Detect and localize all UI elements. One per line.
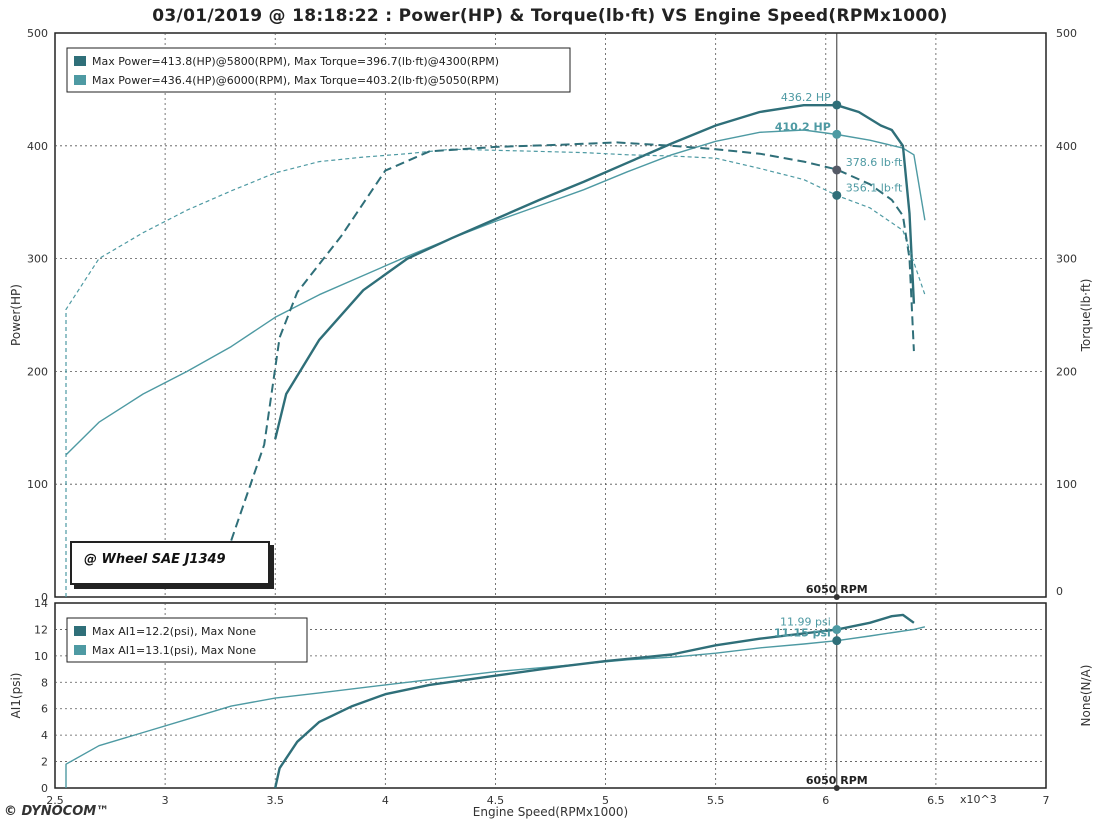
legend-entry: Max Power=436.4(HP)@6000(RPM), Max Torqu… <box>92 74 499 87</box>
legend-box <box>66 617 308 663</box>
correction-stamp-label: @ Wheel SAE J1349 <box>84 552 226 567</box>
cursor-marker-label: 436.2 HP <box>781 91 831 104</box>
series-power-run2 <box>274 104 916 440</box>
cursor-label: 6050 RPM <box>806 583 868 596</box>
x-tick-label: 7 <box>1043 794 1050 807</box>
y-tick-label: 100 <box>27 478 48 491</box>
x-units-note: x10^3 <box>960 793 997 806</box>
cursor-marker-label: 356.1 lb·ft <box>846 181 903 194</box>
legend-box <box>66 47 571 93</box>
cursor-marker-point <box>832 636 842 646</box>
series-ai1-run2 <box>274 613 915 789</box>
cursor-marker-point <box>832 165 842 175</box>
y-axis-label: Power(HP) <box>9 284 23 346</box>
y-tick-label: 14 <box>34 597 48 610</box>
correction-stamp: @ Wheel SAE J1349 <box>70 541 270 585</box>
y-tick-label: 400 <box>27 140 48 153</box>
cursor-anchor-point <box>833 594 840 600</box>
series-power-run1 <box>65 129 926 456</box>
y-tick-label: 12 <box>34 623 48 636</box>
y2-tick-label: 100 <box>1056 478 1077 491</box>
x-tick-label: 2.5 <box>46 794 64 807</box>
y2-tick-label: 400 <box>1056 140 1077 153</box>
cursor-marker-label: 378.6 lb·ft <box>846 156 903 169</box>
plot-frame <box>54 32 1047 598</box>
cursor-label: 6050 RPM <box>806 774 868 787</box>
y-tick-label: 2 <box>41 756 48 769</box>
dynocom-logo: © DYNOCOM™ <box>4 804 110 819</box>
y2-tick-label: 200 <box>1056 365 1077 378</box>
x-tick-label: 3.5 <box>266 794 284 807</box>
y-tick-label: 0 <box>41 782 48 795</box>
legend-entry: Max AI1=12.2(psi), Max None <box>92 625 256 638</box>
y2-tick-label: 300 <box>1056 253 1077 266</box>
x-tick-label: 6 <box>822 794 829 807</box>
y-tick-label: 200 <box>27 365 48 378</box>
panel-2: 0 2 4 6 8 10 12 14 AI1(psi) None(N/A) 6050 RPM 11.9… <box>9 597 1093 795</box>
x-tick-label: 4.5 <box>487 794 505 807</box>
y2-tick-label: 500 <box>1056 27 1077 40</box>
legend-entry: Max AI1=13.1(psi), Max None <box>92 644 256 657</box>
y2-tick-label: 0 <box>1056 585 1063 598</box>
legend-swatch <box>74 75 86 85</box>
cursor-marker-point <box>832 100 842 110</box>
legend-swatch <box>74 626 86 636</box>
y-tick-label: 8 <box>41 676 48 689</box>
series-ai1-run1 <box>65 626 926 788</box>
legend-swatch <box>74 56 86 66</box>
y-axis-label: AI1(psi) <box>9 673 23 719</box>
x-tick-label: 5.5 <box>707 794 725 807</box>
cursor-marker-point <box>832 129 842 139</box>
x-tick-label: 6.5 <box>927 794 945 807</box>
cursor-marker-point <box>832 190 842 200</box>
cursor-marker-label: 410.2 HP <box>775 120 831 133</box>
y-tick-label: 300 <box>27 253 48 266</box>
series-torque-run2 <box>230 141 915 541</box>
cursor-marker-label: 11.15 psi <box>774 627 831 640</box>
legend-swatch <box>74 645 86 655</box>
x-axis-label: Engine Speed(RPMx1000) <box>473 805 629 819</box>
cursor-marker-label: 11.99 psi <box>780 616 831 629</box>
y2-axis-label: Torque(lb·ft) <box>1079 279 1093 353</box>
chart-title: 03/01/2019 @ 18:18:22 : Power(HP) & Torq… <box>152 6 948 26</box>
y-tick-label: 500 <box>27 27 48 40</box>
legend-entry: Max Power=413.8(HP)@5800(RPM), Max Torqu… <box>92 55 499 68</box>
y-tick-label: 10 <box>34 650 48 663</box>
y-tick-label: 6 <box>41 703 48 716</box>
y-tick-label: 4 <box>41 729 48 742</box>
y-tick-label: 0 <box>41 591 48 604</box>
x-tick-label: 5 <box>602 794 609 807</box>
x-tick-label: 3 <box>162 794 169 807</box>
cursor-marker-point <box>832 625 842 635</box>
x-tick-label: 4 <box>382 794 389 807</box>
panel-1: 0 100 200 300 400 500 0 100 200 300 400 500 Power(HP… <box>9 27 1093 604</box>
cursor-anchor-point <box>833 785 840 791</box>
y2-axis-label: None(N/A) <box>1079 665 1093 727</box>
series-torque-run1 <box>65 148 926 597</box>
